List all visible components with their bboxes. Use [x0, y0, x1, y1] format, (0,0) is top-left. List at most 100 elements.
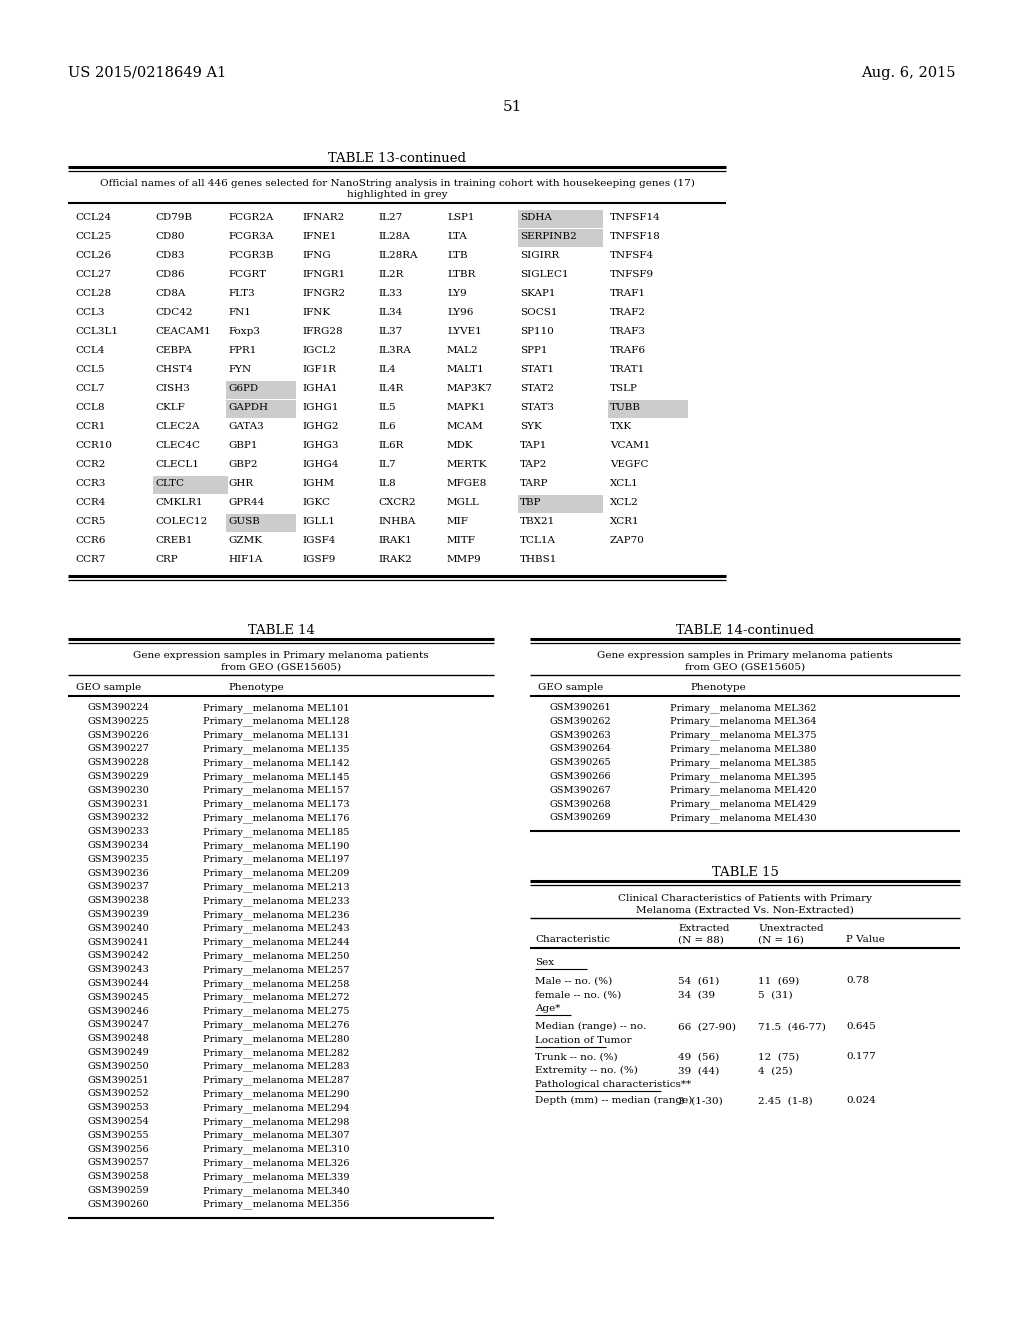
Text: Primary__melanoma MEL364: Primary__melanoma MEL364	[670, 717, 816, 726]
Text: IL5: IL5	[378, 403, 395, 412]
Text: SIGLEC1: SIGLEC1	[520, 271, 568, 279]
Text: GSM390234: GSM390234	[88, 841, 150, 850]
Text: CLTC: CLTC	[155, 479, 184, 488]
Text: TNFSF4: TNFSF4	[610, 251, 654, 260]
Text: Primary__melanoma MEL395: Primary__melanoma MEL395	[670, 772, 816, 781]
Text: GSM390259: GSM390259	[88, 1185, 150, 1195]
Text: TCL1A: TCL1A	[520, 536, 556, 545]
Text: P Value: P Value	[846, 935, 885, 944]
Text: MDK: MDK	[447, 441, 474, 450]
Text: GSM390235: GSM390235	[88, 855, 150, 863]
Text: CCL3L1: CCL3L1	[75, 327, 118, 337]
Text: Primary__melanoma MEL385: Primary__melanoma MEL385	[670, 758, 816, 768]
Text: CCL7: CCL7	[75, 384, 104, 393]
Text: GSM390240: GSM390240	[88, 924, 150, 933]
Text: Primary__melanoma MEL173: Primary__melanoma MEL173	[203, 800, 349, 809]
Text: MAPK1: MAPK1	[447, 403, 486, 412]
Text: CD80: CD80	[155, 232, 184, 242]
Text: CLEC2A: CLEC2A	[155, 422, 200, 432]
Text: GSM390264: GSM390264	[550, 744, 611, 754]
Text: 54  (61): 54 (61)	[678, 977, 719, 985]
Text: TAP2: TAP2	[520, 459, 548, 469]
Text: Primary__melanoma MEL307: Primary__melanoma MEL307	[203, 1131, 349, 1140]
Text: CCR4: CCR4	[75, 498, 105, 507]
Text: CEACAM1: CEACAM1	[155, 327, 211, 337]
Text: GSM390246: GSM390246	[88, 1007, 150, 1015]
Text: GSM390232: GSM390232	[88, 813, 150, 822]
Text: G6PD: G6PD	[228, 384, 258, 393]
Text: CCL4: CCL4	[75, 346, 104, 355]
Text: GUSB: GUSB	[228, 517, 260, 525]
Text: IGSF9: IGSF9	[302, 554, 336, 564]
Text: LTBR: LTBR	[447, 271, 475, 279]
Text: Primary__melanoma MEL244: Primary__melanoma MEL244	[203, 937, 349, 948]
Text: MCAM: MCAM	[447, 422, 483, 432]
Text: Primary__melanoma MEL243: Primary__melanoma MEL243	[203, 924, 349, 933]
Text: GSM390238: GSM390238	[88, 896, 150, 906]
Text: Gene expression samples in Primary melanoma patients
from GEO (GSE15605): Gene expression samples in Primary melan…	[597, 651, 893, 671]
Text: FPR1: FPR1	[228, 346, 256, 355]
Text: IL6: IL6	[378, 422, 395, 432]
Text: GSM390258: GSM390258	[88, 1172, 150, 1181]
Text: IL28A: IL28A	[378, 232, 410, 242]
Text: GSM390230: GSM390230	[88, 785, 150, 795]
Text: Primary__melanoma MEL101: Primary__melanoma MEL101	[203, 704, 349, 713]
Text: Primary__melanoma MEL236: Primary__melanoma MEL236	[203, 909, 349, 920]
Text: GSM390260: GSM390260	[88, 1200, 150, 1209]
Text: TUBB: TUBB	[610, 403, 641, 412]
Text: GAPDH: GAPDH	[228, 403, 268, 412]
Text: SYK: SYK	[520, 422, 542, 432]
Text: GSM390229: GSM390229	[88, 772, 150, 781]
Text: VCAM1: VCAM1	[610, 441, 650, 450]
Text: GSM390263: GSM390263	[550, 730, 611, 739]
Text: female -- no. (%): female -- no. (%)	[535, 990, 622, 999]
Text: MITF: MITF	[447, 536, 476, 545]
Text: Primary__melanoma MEL190: Primary__melanoma MEL190	[203, 841, 349, 850]
Text: Primary__melanoma MEL380: Primary__melanoma MEL380	[670, 744, 816, 754]
Text: CD79B: CD79B	[155, 213, 193, 222]
Text: FLT3: FLT3	[228, 289, 255, 298]
Text: Phenotype: Phenotype	[690, 682, 745, 692]
Text: GSM390265: GSM390265	[550, 758, 611, 767]
Text: Primary__melanoma MEL356: Primary__melanoma MEL356	[203, 1200, 349, 1209]
Text: CREB1: CREB1	[155, 536, 193, 545]
Text: Primary__melanoma MEL157: Primary__melanoma MEL157	[203, 785, 349, 796]
Text: LSP1: LSP1	[447, 213, 474, 222]
Text: TRAF1: TRAF1	[610, 289, 646, 298]
Text: CISH3: CISH3	[155, 384, 189, 393]
Text: Gene expression samples in Primary melanoma patients
from GEO (GSE15605): Gene expression samples in Primary melan…	[133, 651, 429, 671]
Text: GATA3: GATA3	[228, 422, 264, 432]
Text: FCGR3B: FCGR3B	[228, 251, 273, 260]
Text: VEGFC: VEGFC	[610, 459, 648, 469]
Text: Phenotype: Phenotype	[228, 682, 284, 692]
Text: GSM390255: GSM390255	[88, 1131, 150, 1139]
Text: GSM390242: GSM390242	[88, 952, 150, 961]
Text: GSM390227: GSM390227	[88, 744, 150, 754]
Text: Age*: Age*	[535, 1005, 560, 1014]
Text: CCL27: CCL27	[75, 271, 112, 279]
Text: TRAF3: TRAF3	[610, 327, 646, 337]
Text: LTA: LTA	[447, 232, 467, 242]
Text: SKAP1: SKAP1	[520, 289, 555, 298]
Text: GSM390269: GSM390269	[550, 813, 611, 822]
Bar	[226, 381, 296, 399]
Text: GSM390266: GSM390266	[550, 772, 611, 781]
Text: Primary__melanoma MEL326: Primary__melanoma MEL326	[203, 1159, 349, 1168]
Text: GSM390243: GSM390243	[88, 965, 150, 974]
Text: 11  (69): 11 (69)	[758, 977, 800, 985]
Text: GSM390241: GSM390241	[88, 937, 150, 946]
Text: IFNG: IFNG	[302, 251, 331, 260]
Text: TNFSF18: TNFSF18	[610, 232, 660, 242]
Text: IGHA1: IGHA1	[302, 384, 338, 393]
Text: GHR: GHR	[228, 479, 253, 488]
Text: FCGR3A: FCGR3A	[228, 232, 273, 242]
Text: IL7: IL7	[378, 459, 395, 469]
Text: Aug. 6, 2015: Aug. 6, 2015	[861, 66, 956, 81]
Text: 3  (1-30): 3 (1-30)	[678, 1096, 723, 1105]
Text: Primary__melanoma MEL135: Primary__melanoma MEL135	[203, 744, 349, 754]
Text: MIF: MIF	[447, 517, 469, 525]
Text: TSLP: TSLP	[610, 384, 638, 393]
Text: Primary__melanoma MEL339: Primary__melanoma MEL339	[203, 1172, 349, 1181]
Text: THBS1: THBS1	[520, 554, 557, 564]
Text: Primary__melanoma MEL131: Primary__melanoma MEL131	[203, 730, 349, 741]
